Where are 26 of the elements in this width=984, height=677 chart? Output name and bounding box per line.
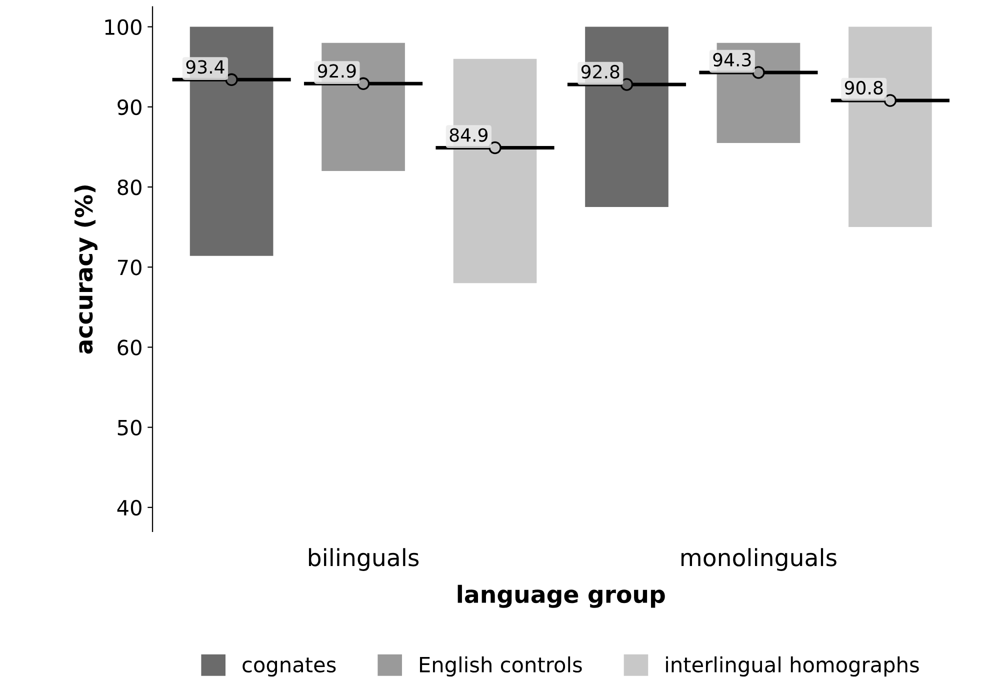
y-tick-label: 60: [118, 340, 142, 356]
data-label: 92.9: [318, 64, 356, 78]
legend-label: cognates: [242, 658, 336, 677]
x-axis-title: language group: [458, 584, 665, 608]
data-label: 94.3: [713, 52, 751, 67]
point: [488, 141, 502, 154]
y-tick-label: 80: [118, 179, 142, 196]
y-tick-label: 70: [118, 260, 142, 276]
data-label: 93.4: [186, 60, 224, 74]
y-tick-label: 40: [117, 500, 142, 516]
x-tick-label: bilinguals: [308, 548, 419, 571]
legend-label: interlingual homographs: [666, 656, 919, 677]
y-tick-label: 100: [105, 19, 142, 36]
point: [225, 73, 238, 86]
point: [752, 66, 765, 79]
y-tick-label: 90: [118, 99, 142, 116]
point: [884, 94, 897, 107]
y-tick-label: 50: [118, 420, 142, 436]
legend-label: English controls: [420, 656, 582, 677]
point: [620, 78, 634, 91]
data-label: 90.8: [844, 80, 883, 95]
y-axis-title: accuracy (%): [74, 186, 98, 354]
point: [356, 77, 370, 90]
data-label: 84.9: [450, 128, 488, 142]
x-tick-label: monolinguals: [682, 548, 836, 571]
data-label: 92.8: [581, 64, 620, 79]
